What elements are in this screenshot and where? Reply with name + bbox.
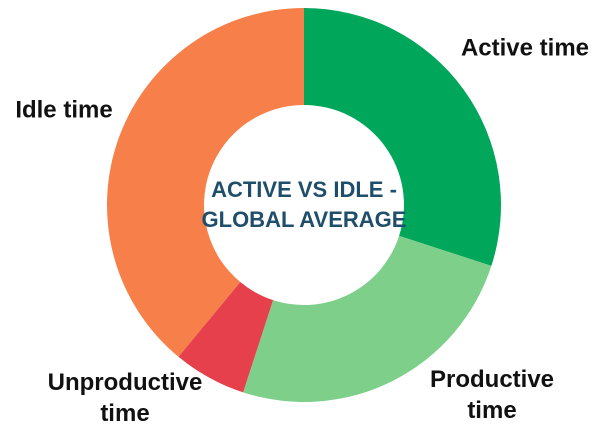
chart-title: ACTIVE VS IDLE - GLOBAL AVERAGE bbox=[201, 177, 407, 232]
donut-slice bbox=[178, 282, 274, 393]
donut-slice bbox=[107, 8, 304, 357]
donut-slice bbox=[243, 235, 492, 402]
donut-slice bbox=[304, 8, 501, 266]
slice-label: Unproductive time bbox=[47, 369, 203, 427]
slice-label: Idle time bbox=[15, 96, 113, 124]
slice-label: Active time bbox=[460, 34, 590, 62]
slice-label: Productive time bbox=[429, 366, 555, 424]
